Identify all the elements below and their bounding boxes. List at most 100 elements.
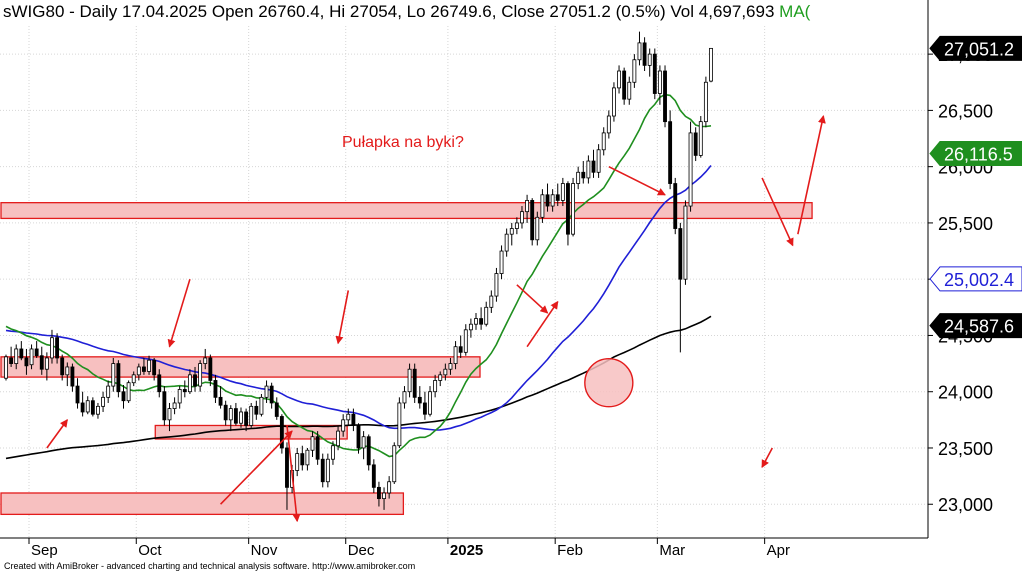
candle-body [428, 391, 432, 415]
vol-value: 4,697,693 [698, 2, 775, 21]
candle-body [331, 445, 335, 460]
price-zone [0, 356, 481, 378]
x-tick-label: Mar [659, 542, 685, 559]
lo-value: 26749.6 [430, 2, 492, 21]
candle-body [147, 359, 151, 372]
candle-body [591, 160, 596, 173]
ma-label: MA( [779, 2, 811, 21]
candle-body [9, 357, 14, 364]
y-tick-label: 23,500 [938, 439, 993, 459]
price-zone [0, 492, 405, 516]
candle-body [550, 194, 555, 207]
candle-body [402, 391, 407, 404]
chart-title: sWIG80 - Daily 17.04.2025 Open 26760.4, … [3, 2, 811, 21]
candle-body [162, 391, 167, 421]
candle-body [535, 216, 540, 241]
y-tick-label: 25,500 [938, 214, 993, 234]
candle-body [285, 447, 289, 488]
candle-body [90, 400, 95, 415]
candle-body [131, 374, 136, 384]
annotation-arrow [167, 278, 191, 348]
candle-body [596, 149, 601, 173]
hi-value: 27054 [349, 2, 398, 21]
candle-body [203, 357, 208, 364]
candle-body [269, 385, 274, 404]
candle-body [320, 458, 325, 483]
candle-body [703, 81, 708, 123]
candle-body [70, 366, 75, 387]
candle-body [392, 445, 397, 483]
candle-body [433, 380, 438, 393]
candle-body [586, 160, 591, 179]
candle-body [438, 374, 443, 381]
candle-body [443, 368, 448, 376]
candle-body [566, 183, 570, 235]
candle-body [382, 492, 386, 500]
annotation-arrow [797, 115, 826, 235]
candle-body [642, 42, 647, 66]
candle-body [463, 329, 468, 353]
candle-body [377, 486, 381, 500]
close-value: 27051.2 [549, 2, 611, 21]
candle-body [239, 411, 243, 424]
value-badges: 27,051.2 26,116.5 25,002.4 24,587.6 [929, 35, 1022, 339]
candle-body [468, 323, 473, 331]
open-label: Open [211, 2, 254, 21]
badge-shape [929, 141, 1022, 167]
ma-crossover-circle [584, 358, 634, 408]
candle-body [152, 359, 157, 376]
candle-body [698, 121, 703, 156]
annotation-arrow [761, 177, 794, 247]
candle-body [96, 405, 100, 415]
candle-body [448, 363, 453, 370]
annotation-arrow [761, 447, 774, 468]
candle-body [571, 183, 575, 235]
candle-body [4, 356, 8, 379]
candle-body [34, 348, 39, 357]
candle-body [709, 47, 713, 82]
candle-body [315, 436, 320, 460]
candle-body [678, 228, 683, 280]
annotation-arrow [219, 430, 293, 505]
candle-body [80, 402, 85, 413]
candle-body [407, 368, 412, 393]
candle-body [504, 233, 509, 252]
candle-body [657, 70, 662, 94]
close-label: Close [501, 2, 545, 21]
annotation-arrow [526, 300, 559, 348]
candle-body [223, 404, 228, 421]
badge-shape [929, 35, 1022, 61]
candle-body [300, 453, 305, 466]
x-tick-label: Dec [348, 542, 375, 559]
candle-body [647, 53, 652, 66]
candle-body [14, 348, 19, 364]
candle-body [121, 391, 126, 402]
candle-body [422, 402, 427, 415]
candle-body [19, 348, 24, 359]
annotation-arrows [46, 115, 826, 523]
value-badge-ma-mid: 25,002.4 [929, 266, 1022, 292]
vol-label: Vol [670, 2, 695, 21]
ma-mid-line [5, 164, 712, 431]
resistance-support-zones [0, 202, 813, 516]
annotation-arrow [46, 419, 68, 449]
candle-body [581, 171, 586, 179]
x-tick-label: Oct [138, 542, 162, 559]
candle-body [601, 132, 606, 151]
candle-body [111, 363, 116, 387]
candle-body [637, 42, 642, 61]
candle-body [39, 355, 44, 370]
candle-body [668, 121, 673, 184]
candle-body [514, 222, 519, 229]
candle-body [520, 211, 524, 224]
candle-body [325, 458, 330, 483]
candle-body [193, 374, 197, 387]
bull-trap-annotation: Pułapka na byki? [342, 134, 464, 151]
value-badge-ma-long: 24,587.6 [929, 313, 1022, 339]
candle-body [24, 357, 29, 367]
candle-body [555, 194, 560, 201]
candle-body [484, 306, 489, 325]
candle-body [106, 385, 111, 398]
